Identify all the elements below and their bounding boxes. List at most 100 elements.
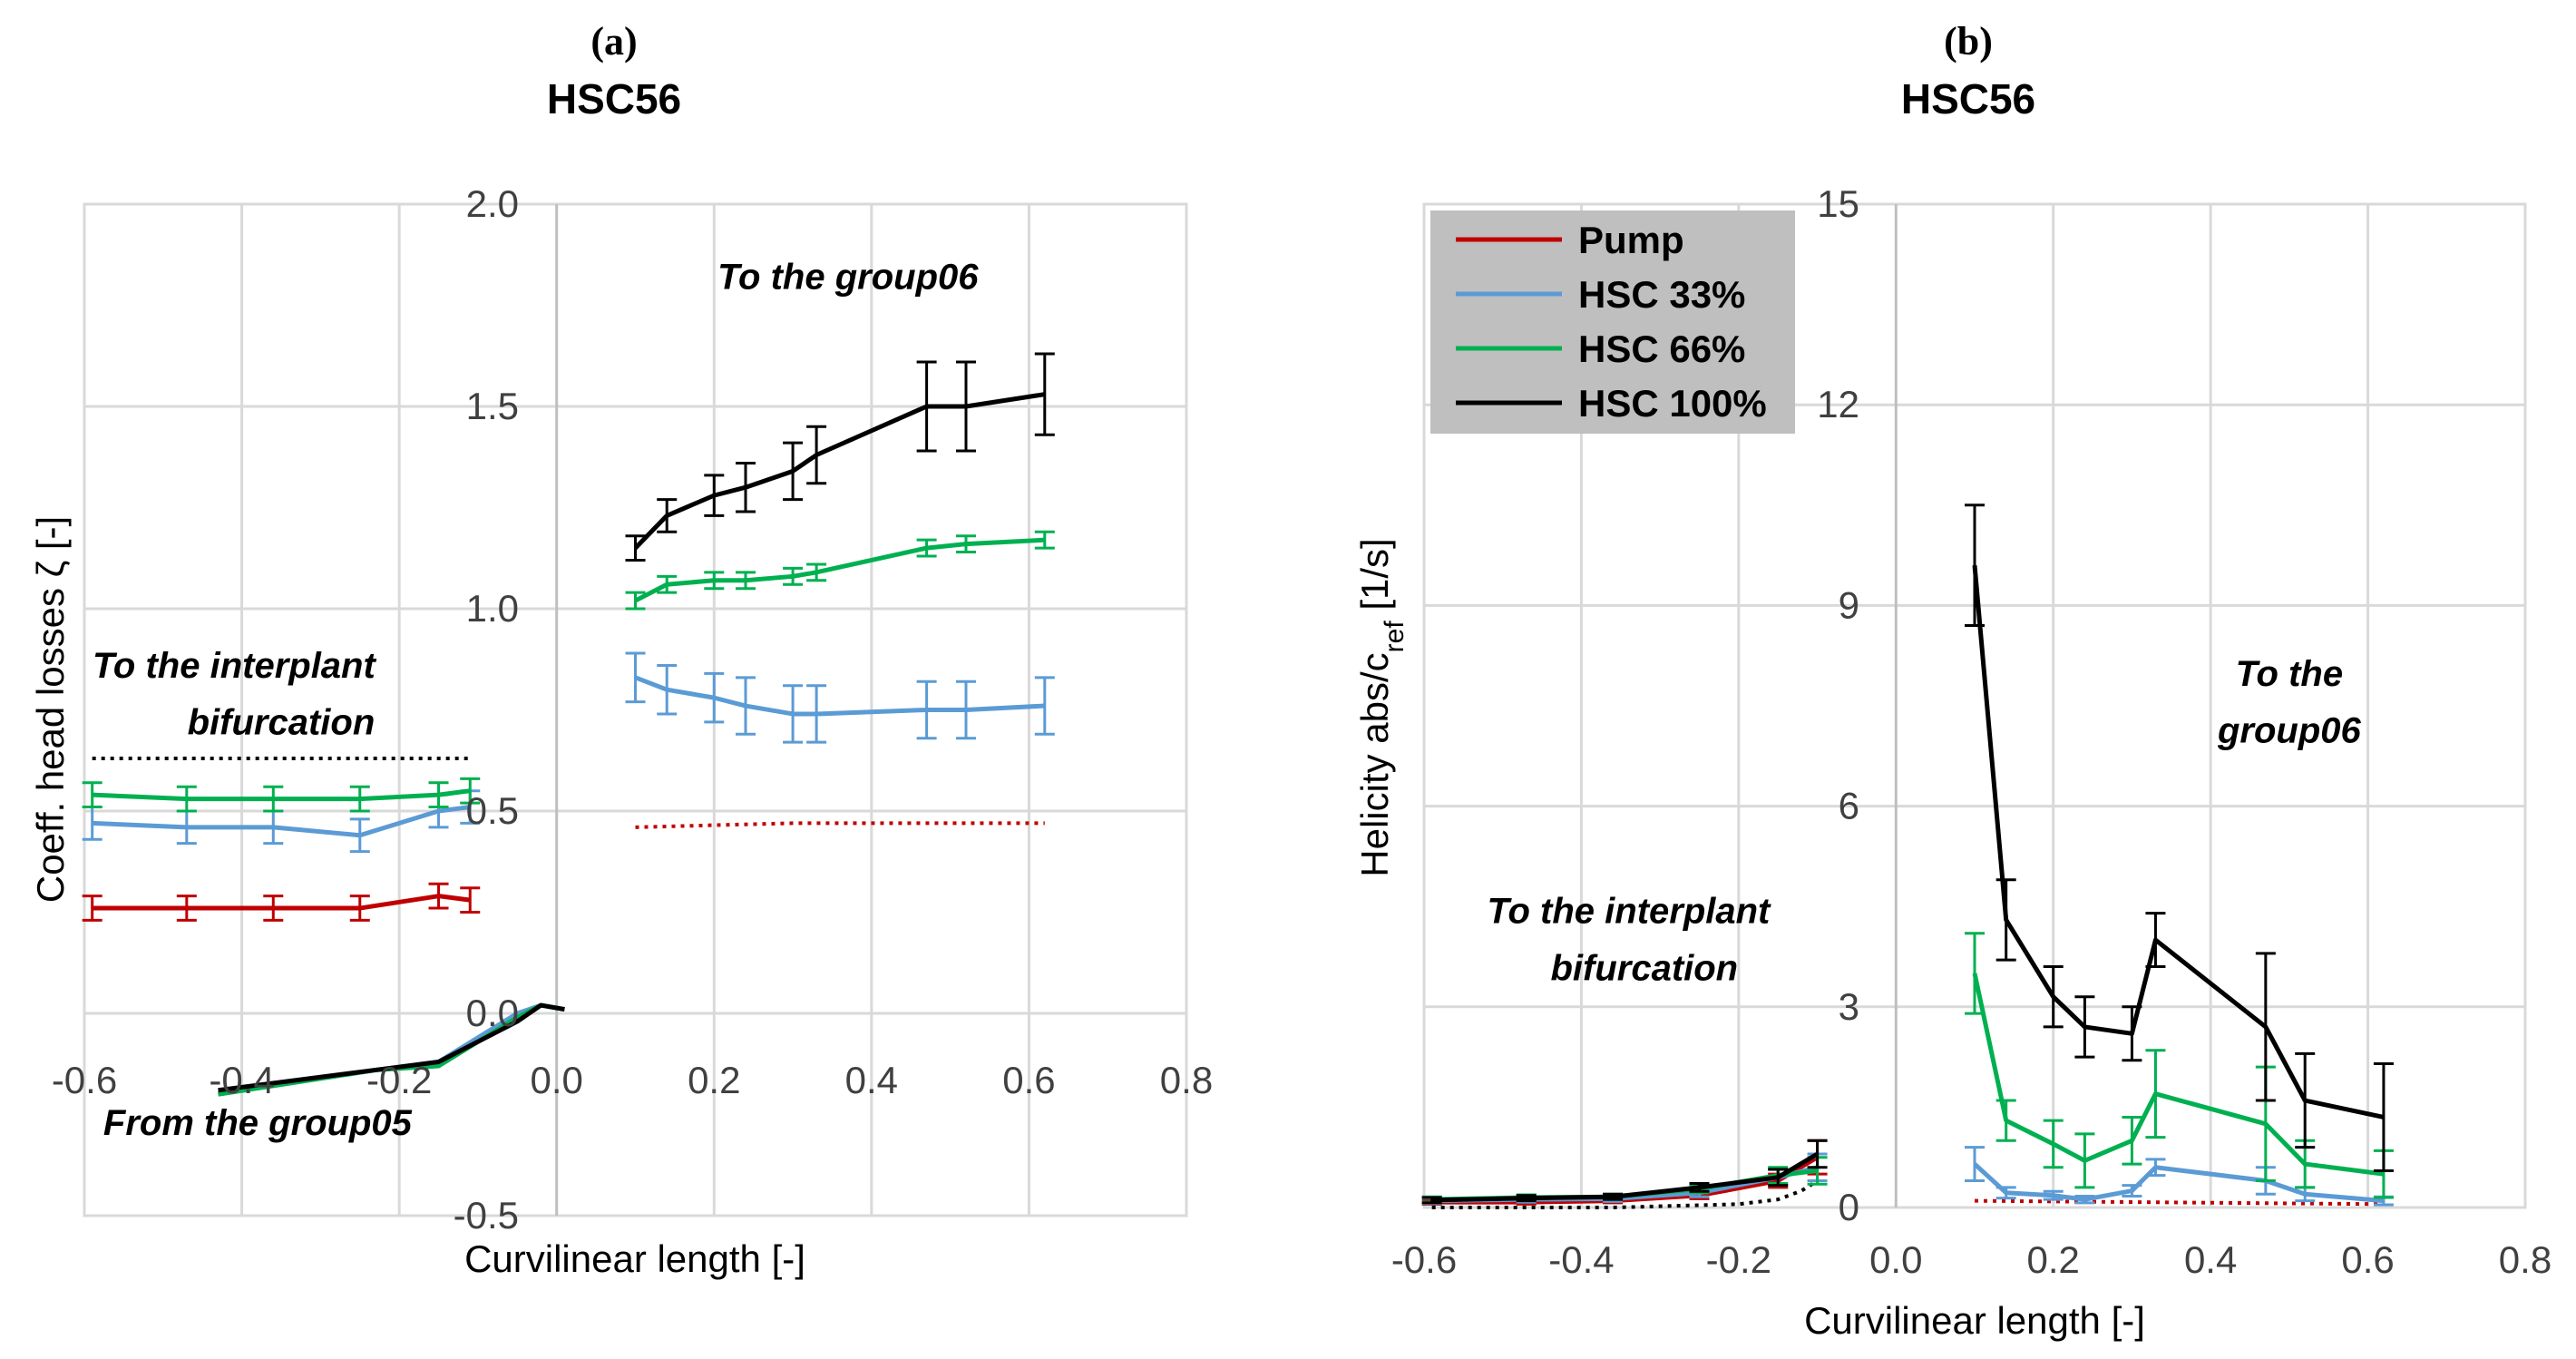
chart-a-error-bar-hsc-33pct [1034, 676, 1055, 736]
chart-b-x-axis-label: Curvilinear length [-] [1804, 1299, 2145, 1342]
chart-b: To the group06 To the interplant bifurcatio… [1353, 182, 2552, 1342]
chart-b-error-bar-hsc-100pct [1516, 1194, 1537, 1203]
chart-a-error-bar-hsc-100pct [783, 441, 804, 502]
chart-a-error-bar-hsc-66pct [176, 785, 197, 813]
chart-a-error-bar-hsc-66pct [625, 591, 646, 611]
chart-b-x-tick-label: 0.6 [2341, 1238, 2394, 1281]
legend-label: Pump [1578, 219, 1684, 261]
chart-a-x-tick-label: -0.4 [209, 1059, 274, 1101]
chart-b-error-bar-hsc-100pct [2043, 965, 2064, 1029]
chart-b-tick-labels: 0 3 6 9 12 15 -0.6 -0.4 -0.2 0.0 0.2 0.4 0.6 0.8 [1391, 182, 2552, 1281]
chart-a-annotation: To the group06 [717, 258, 979, 298]
chart-a-error-bar-hsc-33pct [349, 817, 370, 854]
chart-b-error-bar-hsc-33pct [2122, 1184, 2142, 1198]
chart-b-error-bar-hsc-66pct [2074, 1132, 2095, 1189]
chart-a-error-bar-hsc-66pct [956, 534, 976, 554]
chart-a-error-bar-hsc-66pct [704, 571, 725, 591]
chart-b-x-tick-label: -0.2 [1706, 1238, 1771, 1281]
chart-b-error-bar-hsc-66pct [2145, 1049, 2166, 1139]
chart-b-annotation: To the [2236, 654, 2344, 694]
panel-a-label: (a) [590, 19, 637, 64]
legend-label: HSC 100% [1578, 382, 1767, 425]
chart-a-line-hsc-66pct [92, 788, 471, 802]
chart-a-error-bar-hsc-100pct [625, 534, 646, 562]
chart-b-error-bar-hsc-100pct [1689, 1181, 1710, 1193]
chart-a-error-bar-hsc-33pct [736, 676, 756, 736]
chart-a-x-tick-label: -0.6 [52, 1059, 117, 1101]
panel-a-title: HSC56 [547, 75, 681, 122]
chart-b-error-bar-hsc-100pct [2145, 912, 2166, 969]
legend-label: HSC 33% [1578, 273, 1745, 316]
chart-b-error-bar-hsc-100pct [2074, 995, 2095, 1059]
chart-a-error-bar-hsc-33pct [657, 663, 678, 716]
legend-box [1430, 210, 1795, 434]
legend-entry-pump: Pump [1456, 219, 1684, 261]
chart-a-error-bar-hsc-66pct [1034, 530, 1055, 550]
chart-b-x-tick-label: 0.4 [2184, 1238, 2237, 1281]
chart-b-error-bar-hsc-100pct [2122, 1005, 2142, 1062]
legend-entry-hsc-100pct: HSC 100% [1456, 382, 1767, 425]
chart-a-y-tick-label: -0.5 [454, 1194, 519, 1237]
chart-a-annotation: To the interplant [93, 646, 377, 686]
chart-a-x-tick-label: 0.6 [1002, 1059, 1055, 1101]
chart-a-x-tick-label: -0.2 [366, 1059, 432, 1101]
chart-a-line-pump [92, 894, 471, 911]
chart-a-error-bar-pump [82, 895, 102, 922]
chart-a-error-bar-pump [349, 895, 370, 922]
chart-a-gridlines [83, 202, 1188, 1217]
chart-b-y-tick-label: 3 [1839, 985, 1859, 1028]
chart-b-error-bar-hsc-66pct [1995, 1099, 2016, 1142]
chart-a-error-bar-hsc-33pct [625, 651, 646, 704]
chart-a-annotation: bifurcation [188, 702, 376, 742]
chart-a-error-bar-hsc-33pct [956, 680, 976, 740]
chart-b-error-bar-hsc-66pct [2043, 1119, 2064, 1169]
chart-a-error-bar-hsc-66pct [460, 777, 481, 805]
chart-a-error-bar-pump [176, 895, 197, 922]
chart-a-x-tick-label: 0.0 [531, 1059, 583, 1101]
chart-b-error-bar-hsc-100pct [1421, 1196, 1442, 1205]
chart-a-tick-labels: -0.5 0.0 0.5 1.0 1.5 2.0 -0.6 -0.4 -0.2 0.0 0.2 0.4… [52, 182, 1213, 1237]
chart-b-error-bar-hsc-100pct [2295, 1051, 2316, 1149]
chart-a-x-axis-label: Curvilinear length [-] [464, 1237, 805, 1280]
chart-a-error-bar-hsc-66pct [916, 538, 937, 558]
chart-b-error-bar-hsc-100pct [1603, 1192, 1624, 1201]
chart-b-y-tick-label: 9 [1839, 583, 1859, 626]
chart-a-series [82, 352, 1055, 1097]
chart-a-error-bar-hsc-33pct [806, 684, 827, 744]
chart-b-error-bar-hsc-100pct [1768, 1168, 1789, 1188]
chart-a-error-bar-hsc-66pct [349, 785, 370, 813]
chart-a-error-bar-hsc-33pct [704, 671, 725, 724]
chart-b-annotation: To the interplant [1488, 892, 1772, 932]
chart-a-y-axis-label: Coeff. head losses ζ [-] [29, 516, 72, 903]
chart-b-y-tick-label: 15 [1817, 182, 1859, 225]
chart-a-series-pump [82, 882, 481, 922]
chart-a-error-bar-hsc-66pct [783, 566, 804, 586]
chart-b-x-tick-label: -0.4 [1548, 1238, 1614, 1281]
chart-a-series-hsc-100pct [218, 352, 1055, 1093]
chart-b-error-bar-hsc-100pct [1807, 1139, 1828, 1169]
chart-b-x-tick-label: 0.8 [2499, 1238, 2552, 1281]
chart-b-error-bar-hsc-100pct [1995, 878, 2016, 962]
chart-b-x-tick-label: 0.2 [2027, 1238, 2080, 1281]
chart-b-x-tick-label: 0.0 [1869, 1238, 1922, 1281]
chart-b-error-bar-hsc-100pct [2373, 1061, 2394, 1172]
chart-b-y-axis-label: Helicity abs/cref [1/s] [1353, 538, 1410, 876]
chart-a-error-bar-hsc-66pct [736, 571, 756, 591]
chart-b-y-tick-label: 12 [1817, 383, 1859, 425]
chart-a-y-tick-label: 1.5 [466, 385, 519, 427]
chart-a-error-bar-hsc-66pct [806, 562, 827, 582]
legend-label: HSC 66% [1578, 328, 1745, 370]
chart-a: To the group06 To the interplant bifurcati… [29, 182, 1213, 1280]
chart-b-x-tick-label: -0.6 [1391, 1238, 1457, 1281]
panel-b-label: (b) [1944, 19, 1993, 64]
chart-b-annotation: group06 [2217, 711, 2362, 751]
chart-a-error-bar-hsc-33pct [916, 680, 937, 740]
chart-a-error-bar-pump [460, 886, 481, 914]
chart-b-error-bar-hsc-66pct [2122, 1115, 2142, 1166]
chart-a-line-hsc-33pct [92, 805, 471, 838]
legend-items: Pump HSC 33% HSC 66% HSC 100% [1456, 219, 1767, 425]
chart-a-y-tick-label: 0.5 [466, 789, 519, 832]
chart-a-x-tick-label: 0.2 [688, 1059, 740, 1101]
chart-a-error-bar-hsc-100pct [806, 425, 827, 485]
